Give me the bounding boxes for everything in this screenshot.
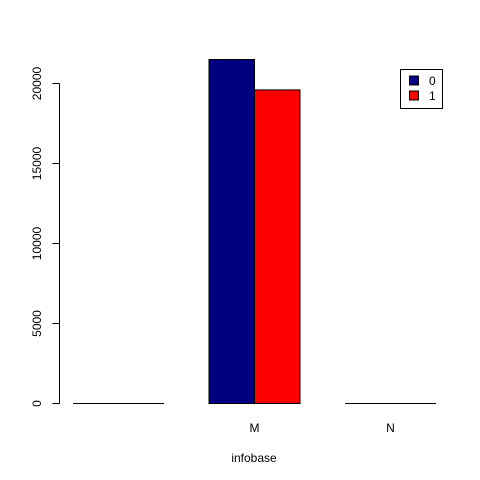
x-axis-title: infobase bbox=[231, 451, 277, 465]
y-axis: 0 5000 10000 15000 20000 bbox=[30, 66, 60, 407]
legend-swatch bbox=[409, 75, 419, 86]
y-tick-label: 10000 bbox=[30, 226, 44, 260]
legend: 01 bbox=[400, 69, 443, 109]
legend-label: 1 bbox=[429, 89, 436, 103]
y-tick-label: 15000 bbox=[30, 146, 44, 180]
y-tick-label: 0 bbox=[30, 400, 44, 407]
bar-M-series-1 bbox=[254, 89, 301, 405]
legend-label: 0 bbox=[429, 74, 436, 88]
bar-M-series-0 bbox=[208, 59, 255, 404]
y-tick-label: 5000 bbox=[30, 310, 44, 337]
x-tick-label: M bbox=[250, 421, 260, 435]
legend-box bbox=[400, 69, 443, 109]
y-tick-label: 20000 bbox=[30, 66, 44, 100]
legend-swatch bbox=[409, 90, 419, 101]
x-tick-label: N bbox=[386, 421, 395, 435]
bars-group bbox=[208, 59, 301, 405]
